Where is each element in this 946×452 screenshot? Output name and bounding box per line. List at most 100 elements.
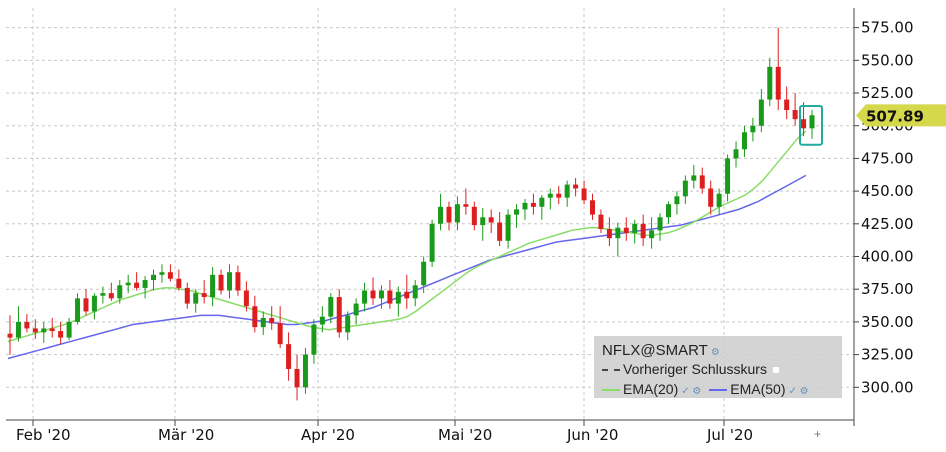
candle xyxy=(665,201,671,224)
candle-body xyxy=(75,298,81,322)
candle xyxy=(590,193,596,220)
candle-body xyxy=(151,274,157,281)
candle xyxy=(134,272,140,291)
candle-body xyxy=(438,206,444,224)
candle-body xyxy=(691,175,697,181)
y-tick-label: 450.00 xyxy=(861,182,914,200)
candle xyxy=(691,164,697,189)
candle xyxy=(336,289,342,338)
legend-box[interactable]: NFLX@SMART ⚙ Vorheriger Schlusskurs EMA(2… xyxy=(594,336,842,398)
candle-body xyxy=(674,196,680,205)
candle xyxy=(201,280,207,304)
candle xyxy=(159,264,165,283)
candle-body xyxy=(49,328,55,332)
settings-icon[interactable]: ⚙ xyxy=(710,347,720,358)
candle-body xyxy=(176,278,182,288)
candle xyxy=(522,198,528,220)
candle xyxy=(286,332,292,381)
candle-body xyxy=(387,290,393,304)
candle xyxy=(497,212,503,247)
candle xyxy=(210,266,216,307)
candle xyxy=(32,319,38,339)
legend-ema50-label[interactable]: EMA(50) xyxy=(730,381,786,397)
candle xyxy=(302,348,308,394)
y-tick-label: 300.00 xyxy=(861,378,914,396)
candle-body xyxy=(362,290,368,304)
candle-body xyxy=(497,222,503,241)
chart-axes xyxy=(6,8,855,426)
candle-body xyxy=(649,230,655,239)
candle-body xyxy=(83,298,89,312)
candle xyxy=(319,306,325,333)
candle-body xyxy=(201,293,207,298)
candle-body xyxy=(606,229,612,239)
candle-body xyxy=(733,149,739,159)
candle-body xyxy=(471,206,477,226)
candle-body xyxy=(302,354,308,388)
candle xyxy=(91,293,97,320)
candle xyxy=(7,315,13,355)
candle-body xyxy=(573,184,579,189)
candle-body xyxy=(522,202,528,210)
candle xyxy=(733,141,739,168)
candle-body xyxy=(488,217,494,223)
candle-body xyxy=(41,328,47,333)
candle-body xyxy=(412,285,418,299)
candle xyxy=(758,89,764,133)
candle xyxy=(725,154,731,202)
legend-prev-close[interactable]: Vorheriger Schlusskurs xyxy=(602,361,779,377)
candle-body xyxy=(623,227,629,233)
candle-body xyxy=(167,272,173,279)
candle xyxy=(514,204,520,228)
candle xyxy=(649,217,655,249)
candle-body xyxy=(353,303,359,316)
candle-body xyxy=(429,223,435,262)
candle xyxy=(784,86,790,120)
candle xyxy=(429,219,435,267)
candle xyxy=(58,321,64,345)
candle xyxy=(83,289,89,316)
candle xyxy=(674,191,680,215)
candle-body xyxy=(640,223,646,239)
legend-ema20-label[interactable]: EMA(20) xyxy=(623,381,679,397)
candle-body xyxy=(58,331,64,338)
candle xyxy=(277,306,283,349)
candle-body xyxy=(125,282,131,286)
candle xyxy=(362,282,368,312)
candle-body xyxy=(210,274,216,298)
candle-body xyxy=(24,321,30,329)
candle-body xyxy=(750,125,756,133)
candle xyxy=(294,354,300,401)
dash-line-icon xyxy=(602,369,620,372)
candle xyxy=(387,280,393,309)
y-axis-ticks: 575.00550.00525.00500.00475.00450.00425.… xyxy=(854,19,914,396)
candle xyxy=(260,311,266,335)
candle-body xyxy=(539,197,545,207)
candle-body xyxy=(590,200,596,215)
candle-body xyxy=(370,290,376,299)
candle xyxy=(750,117,756,142)
candle xyxy=(801,102,807,137)
ema20-options-icon[interactable]: ✓ ⚙ xyxy=(681,386,702,397)
candle-body xyxy=(243,290,249,307)
candle xyxy=(75,293,81,325)
x-axis-plus-icon: + xyxy=(814,427,821,441)
candle-body xyxy=(716,193,722,207)
ema50-options-icon[interactable]: ✓ ⚙ xyxy=(788,386,809,397)
toggle-square-icon[interactable] xyxy=(772,367,779,374)
candle xyxy=(252,295,258,333)
candle-body xyxy=(319,316,325,325)
candle-body xyxy=(581,188,587,201)
candle-body xyxy=(277,323,283,345)
candle-body xyxy=(100,293,106,296)
y-tick-label: 550.00 xyxy=(861,51,914,69)
candle-body xyxy=(564,184,570,198)
candle xyxy=(193,289,199,313)
candle-body xyxy=(682,180,688,197)
candle-body xyxy=(792,110,798,120)
candle xyxy=(353,298,359,325)
candle-body xyxy=(226,272,232,291)
candle xyxy=(100,286,106,304)
candle xyxy=(598,209,604,233)
